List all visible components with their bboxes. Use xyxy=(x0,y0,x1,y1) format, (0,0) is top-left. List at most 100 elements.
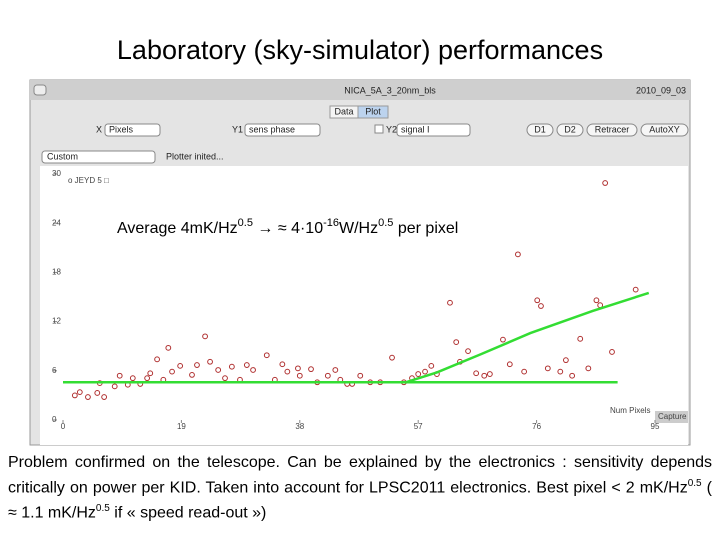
point xyxy=(144,375,151,382)
point xyxy=(202,333,208,340)
button[interactable] xyxy=(586,123,638,137)
annotation-sup: -16 xyxy=(323,217,339,229)
point xyxy=(85,394,91,400)
button[interactable] xyxy=(526,123,554,137)
caption-sup: 0.5 xyxy=(687,478,702,489)
tab[interactable] xyxy=(357,105,389,119)
point xyxy=(324,372,331,379)
fit-line xyxy=(405,291,650,384)
capture-label: Capture xyxy=(658,412,687,421)
select-text: Pixels xyxy=(109,124,134,134)
point xyxy=(215,367,222,373)
status: Plotter inited... xyxy=(166,151,224,161)
x-tick-label: 19 xyxy=(177,422,186,431)
point xyxy=(207,358,213,365)
eye-button[interactable] xyxy=(33,84,47,96)
select-text: sens phase xyxy=(249,124,295,134)
point xyxy=(506,361,513,368)
plot-area xyxy=(40,166,688,445)
select[interactable] xyxy=(41,150,156,164)
point xyxy=(279,361,286,368)
point xyxy=(473,370,480,377)
point xyxy=(500,336,506,343)
button-label: AutoXY xyxy=(649,124,680,134)
button-label: D2 xyxy=(564,124,576,134)
button-label: Retracer xyxy=(595,124,630,134)
point xyxy=(486,371,493,377)
slide: Laboratory (sky-simulator) performances … xyxy=(29,35,691,446)
point xyxy=(189,372,195,378)
point xyxy=(428,362,435,369)
annotation-part: → ≈ 4·10 xyxy=(253,220,323,237)
y-tick-label: 6 xyxy=(52,366,57,375)
point xyxy=(111,383,118,390)
button[interactable] xyxy=(640,123,689,137)
point xyxy=(593,297,600,304)
window-title: NICA_5A_3_20nm_bls xyxy=(344,85,436,95)
point xyxy=(295,365,301,372)
point xyxy=(308,366,314,373)
select-text: signal I xyxy=(401,124,430,134)
caption: Problem confirmed on the telescope. Can … xyxy=(8,452,712,524)
legend: o JEYD 5 □ xyxy=(68,176,109,185)
x-tick-label: 76 xyxy=(532,422,541,431)
annotation-sup: 0.5 xyxy=(378,217,393,229)
point xyxy=(284,368,291,375)
capture-button[interactable] xyxy=(655,411,688,423)
point xyxy=(222,375,228,382)
caption-text: ( ≈ 1.1 mK/Hz xyxy=(8,479,713,522)
point xyxy=(129,375,136,382)
tab-label: Data xyxy=(334,106,353,116)
point xyxy=(602,180,609,186)
select[interactable] xyxy=(244,123,321,137)
annotation-part: W/Hz xyxy=(339,220,378,237)
x-tick-label: 0 xyxy=(61,422,66,431)
button-label: D1 xyxy=(534,124,546,134)
point xyxy=(609,349,615,355)
point xyxy=(165,344,172,351)
point xyxy=(71,392,78,399)
point xyxy=(422,368,428,375)
select[interactable] xyxy=(104,123,161,137)
point xyxy=(228,363,235,370)
point xyxy=(389,354,395,361)
select-text: Custom xyxy=(47,151,78,161)
annotation-part: Average 4mK/Hz xyxy=(117,220,238,237)
y-tick-label: 24 xyxy=(52,218,61,227)
point xyxy=(154,356,160,363)
point xyxy=(94,390,101,396)
point xyxy=(585,365,592,372)
x-axis-label: Num Pixels xyxy=(610,406,650,415)
y-tick-label: 0 xyxy=(52,415,57,424)
point xyxy=(296,372,303,379)
window-date: 2010_09_03 xyxy=(636,85,686,95)
x-tick-label: 38 xyxy=(295,422,304,431)
point xyxy=(632,286,639,293)
annotation: Average 4mK/Hz0.5 → ≈ 4·10-16W/Hz0.5 per… xyxy=(117,217,458,237)
point xyxy=(577,335,584,342)
point xyxy=(557,368,564,375)
label: Y2 xyxy=(386,124,397,134)
point xyxy=(147,370,154,377)
point xyxy=(515,251,521,258)
select[interactable] xyxy=(396,123,471,137)
point xyxy=(481,372,488,379)
point xyxy=(177,362,184,369)
annotation-sup: 0.5 xyxy=(238,217,253,229)
label: X xyxy=(96,124,102,134)
x-tick-label: 95 xyxy=(651,422,660,431)
annotation-part: per pixel xyxy=(393,220,458,237)
button[interactable] xyxy=(556,123,584,137)
y-tick-label: 18 xyxy=(52,268,61,277)
y-tick-label: 30 xyxy=(52,169,61,178)
x-tick-label: 57 xyxy=(414,422,423,431)
title-bar xyxy=(30,80,690,100)
point xyxy=(538,303,544,309)
point xyxy=(357,372,364,379)
point xyxy=(169,368,175,375)
point xyxy=(263,352,270,359)
point xyxy=(76,389,83,396)
y-tick-label: 12 xyxy=(52,317,61,326)
checkbox[interactable] xyxy=(374,124,384,134)
